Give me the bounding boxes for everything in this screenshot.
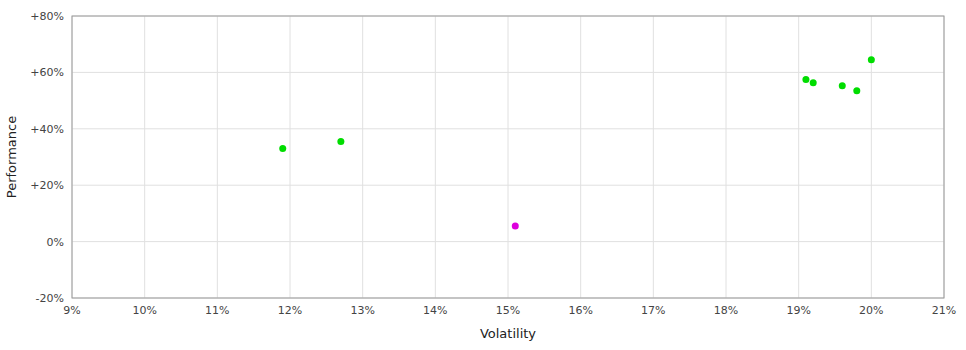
y-tick-label: +60% xyxy=(30,66,64,79)
scatter-point xyxy=(839,82,846,89)
scatter-point xyxy=(512,223,519,230)
y-tick-label: +80% xyxy=(30,10,64,23)
plot-background xyxy=(72,16,944,298)
x-grid-line xyxy=(580,16,581,298)
x-tick-label: 10% xyxy=(132,304,156,317)
grid xyxy=(72,16,944,298)
y-grid-line xyxy=(72,241,944,242)
tick-labels: 9% 10% 11% 12% 13% 14% 15% 16% 17% 18% 19% 20% 21% -2… xyxy=(30,10,956,317)
y-grid-line xyxy=(72,128,944,129)
scatter-point xyxy=(810,79,817,86)
x-axis-label: Volatility xyxy=(480,326,536,341)
x-grid-line xyxy=(798,16,799,298)
y-tick-label: -20% xyxy=(36,292,64,305)
y-tick-label: +20% xyxy=(30,179,64,192)
y-grid-line xyxy=(72,185,944,186)
x-grid-line xyxy=(362,16,363,298)
x-tick-label: 20% xyxy=(859,304,883,317)
x-tick-label: 19% xyxy=(786,304,810,317)
x-grid-line xyxy=(508,16,509,298)
y-grid-line xyxy=(72,72,944,73)
series xyxy=(512,223,519,230)
y-tick-label: +40% xyxy=(30,123,64,136)
plot-frame xyxy=(72,16,944,298)
scatter-point xyxy=(279,145,286,152)
page: {"chart_data": { "type": "scatter", "xla… xyxy=(0,0,966,350)
series xyxy=(279,56,875,152)
x-grid-line xyxy=(653,16,654,298)
chart-container: 9% 10% 11% 12% 13% 14% 15% 16% 17% 18% 19% 20% 21% -2… xyxy=(0,0,966,350)
x-tick-label: 9% xyxy=(63,304,80,317)
x-tick-label: 14% xyxy=(423,304,447,317)
x-grid-line xyxy=(217,16,218,298)
y-tick-label: 0% xyxy=(47,236,64,249)
x-tick-label: 11% xyxy=(205,304,229,317)
scatter-point xyxy=(868,56,875,63)
scatter-point xyxy=(337,138,344,145)
x-tick-label: 16% xyxy=(568,304,592,317)
chart-svg: 9% 10% 11% 12% 13% 14% 15% 16% 17% 18% 19% 20% 21% -2… xyxy=(0,0,966,350)
x-grid-line xyxy=(435,16,436,298)
x-grid-line xyxy=(144,16,145,298)
points xyxy=(279,56,875,229)
x-tick-label: 18% xyxy=(714,304,738,317)
x-tick-label: 17% xyxy=(641,304,665,317)
scatter-point xyxy=(853,87,860,94)
x-tick-label: 21% xyxy=(932,304,956,317)
x-tick-label: 13% xyxy=(350,304,374,317)
y-axis-label: Performance xyxy=(4,116,19,198)
x-grid-line xyxy=(726,16,727,298)
x-grid-line xyxy=(290,16,291,298)
x-tick-label: 15% xyxy=(496,304,520,317)
scatter-point xyxy=(802,76,809,83)
x-tick-label: 12% xyxy=(278,304,302,317)
